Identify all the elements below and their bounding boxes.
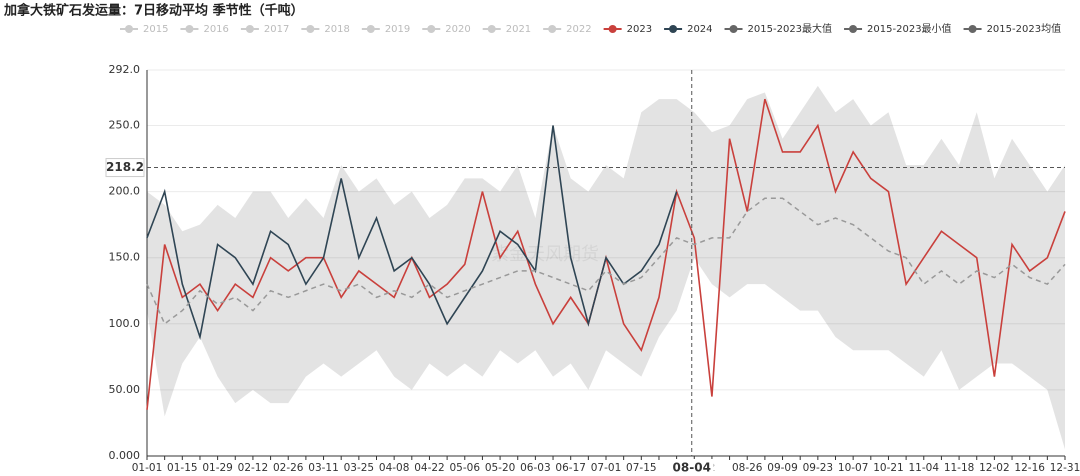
x-tick-label: 11-18 — [944, 462, 975, 474]
x-tick-label: 10-21 — [873, 462, 904, 474]
crosshair-y-label: 218.2 — [106, 160, 144, 174]
legend-label: 2015-2023均值 — [987, 22, 1062, 35]
legend-dot — [366, 25, 375, 33]
x-tick-label: 01-01 — [132, 462, 163, 474]
y-tick-label: 150.0 — [109, 251, 141, 264]
x-tick-label: 02-12 — [238, 462, 269, 474]
legend-dot — [245, 25, 254, 33]
x-tick-label: 06-03 — [520, 462, 551, 474]
legend-item[interactable]: 2015-2023最大值 — [724, 22, 833, 35]
legend-item[interactable]: 2016 — [180, 24, 229, 35]
legend-label: 2015-2023最大值 — [748, 22, 833, 35]
legend-dot — [185, 25, 194, 33]
y-tick-label: 0.000 — [109, 449, 141, 462]
x-tick-label: 12-31 — [1050, 462, 1080, 474]
chart-title: 加拿大铁矿石发运量：7日移动平均 季节性（千吨） — [3, 3, 304, 19]
legend-dot — [427, 25, 436, 33]
y-tick-label: 50.00 — [109, 383, 141, 396]
x-tick-label: 12-02 — [979, 462, 1010, 474]
y-tick-label: 292.0 — [109, 63, 141, 76]
x-tick-label: 01-29 — [202, 462, 233, 474]
legend-dot — [125, 25, 133, 33]
legend-item[interactable]: 2015-2023最小值 — [844, 22, 952, 35]
crosshair-x-box — [669, 459, 714, 476]
x-tick-label: 12-16 — [1014, 462, 1045, 474]
legend-label: 2016 — [203, 24, 228, 35]
legend-label: 2024 — [687, 24, 712, 35]
legend-item[interactable]: 2015-2023均值 — [963, 22, 1062, 35]
legend-item[interactable]: 2020 — [422, 24, 471, 35]
x-tick-label: 08-26 — [732, 462, 763, 474]
y-tick-label: 250.0 — [109, 119, 141, 132]
band-min-area — [147, 257, 1065, 456]
legend-dot — [968, 25, 977, 33]
x-tick-label: 09-09 — [767, 462, 798, 474]
legend-dot — [608, 25, 617, 33]
y-tick-label: 200.0 — [109, 185, 141, 198]
legend-item[interactable]: 2023 — [603, 24, 652, 35]
legend-label: 2022 — [566, 24, 591, 35]
x-tick-label: 02-26 — [273, 462, 304, 474]
legend-label: 2017 — [264, 24, 289, 35]
x-tick-label: 09-23 — [803, 462, 834, 474]
legend-item[interactable]: 2015 — [120, 24, 168, 35]
x-tick-label: 03-25 — [344, 462, 375, 474]
crosshair-y-box — [105, 158, 145, 178]
x-tick-label: 04-08 — [379, 462, 410, 474]
x-tick-label: 04-22 — [414, 462, 445, 474]
legend-dot — [487, 25, 496, 33]
x-tick-label: 06-17 — [555, 462, 586, 474]
x-tick-label: 07-01 — [591, 462, 622, 474]
legend-label: 2021 — [506, 24, 531, 35]
legend-item[interactable]: 2021 — [482, 24, 531, 35]
legend-dot — [669, 25, 678, 33]
legend-label: 2015-2023最小值 — [867, 22, 952, 35]
x-tick-label: 11-04 — [909, 462, 940, 474]
legend-label: 2019 — [385, 24, 410, 35]
legend-dot — [548, 25, 557, 33]
y-tick-label: 100.0 — [109, 317, 141, 330]
legend-label: 2020 — [445, 24, 470, 35]
x-tick-label: 10-07 — [838, 462, 869, 474]
legend-item[interactable]: 2017 — [240, 24, 289, 35]
legend-item[interactable]: 2018 — [301, 24, 350, 35]
legend-label: 2015 — [143, 24, 168, 35]
legend-item[interactable]: 2022 — [543, 24, 592, 35]
x-tick-label: 07-15 — [626, 462, 657, 474]
legend-dot — [849, 25, 858, 33]
crosshair-x-label: 08-04 — [673, 461, 711, 475]
x-tick-label: 05-06 — [450, 462, 481, 474]
legend-item[interactable]: 2024 — [664, 24, 713, 35]
legend-label: 2018 — [324, 24, 349, 35]
x-tick-label: 01-15 — [167, 462, 198, 474]
series-line — [146, 125, 678, 341]
legend-dot — [729, 25, 738, 33]
x-tick-label: 05-20 — [485, 462, 516, 474]
x-tick-label: 03-11 — [308, 462, 339, 474]
legend-dot — [306, 25, 315, 33]
legend-label: 2023 — [627, 24, 652, 35]
legend-item[interactable]: 2019 — [361, 24, 410, 35]
